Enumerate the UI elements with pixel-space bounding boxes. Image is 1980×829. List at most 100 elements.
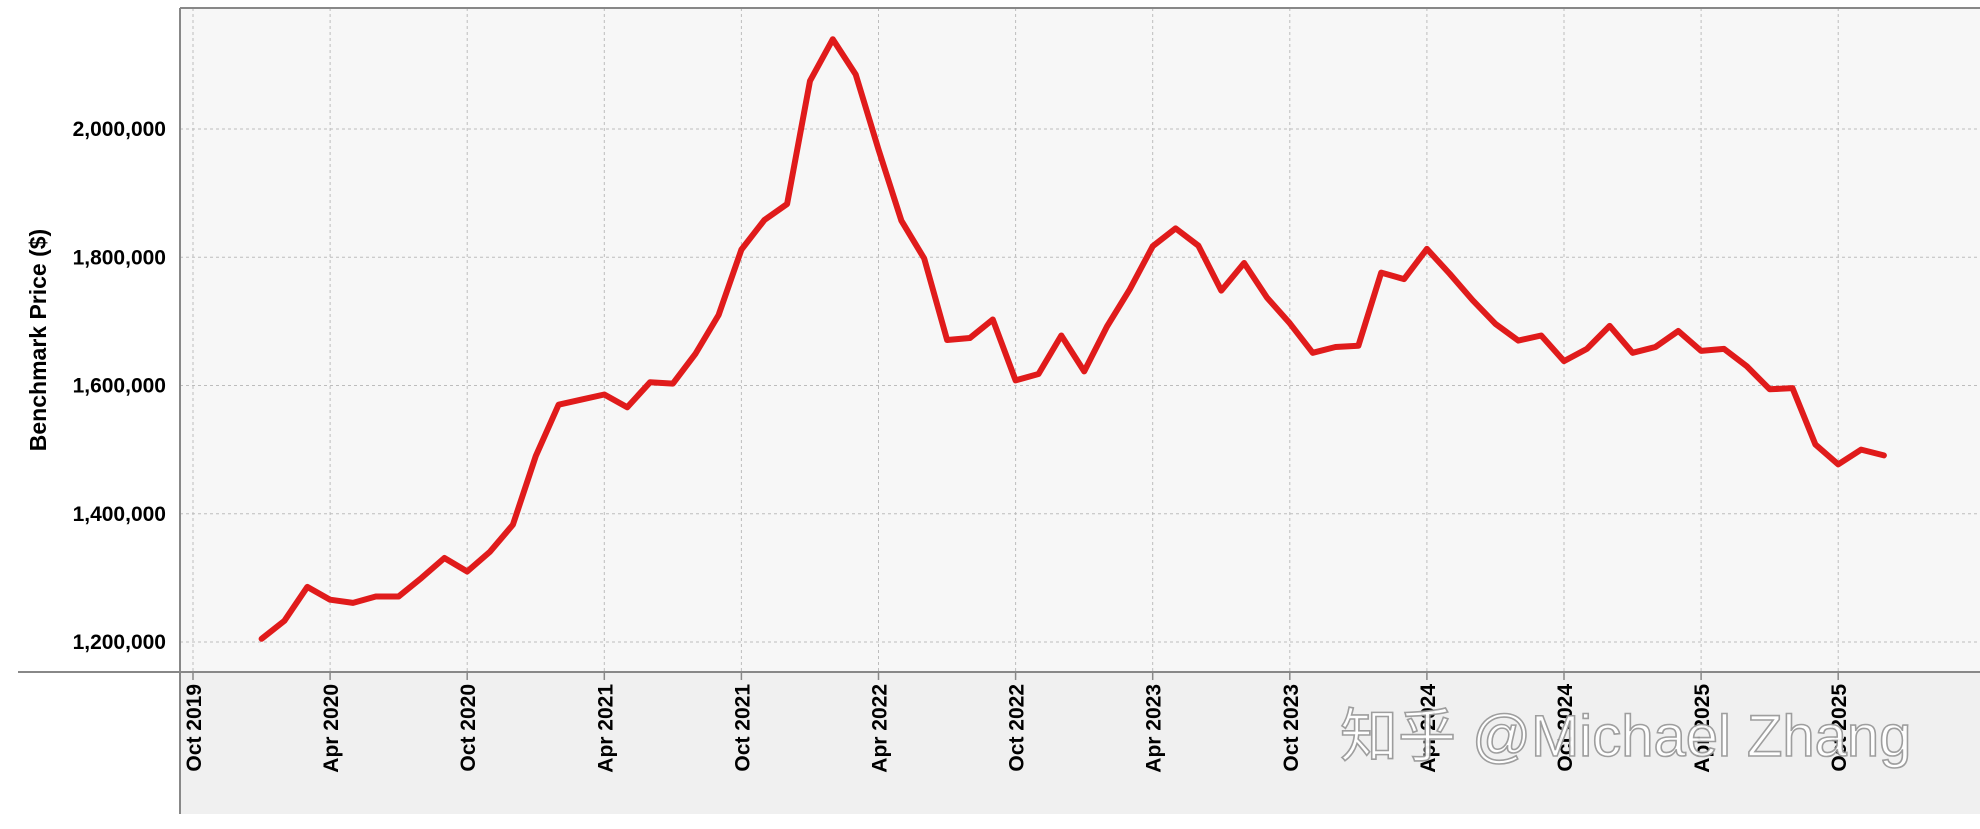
data-point (946, 339, 948, 341)
x-tick-label: Oct 2019 (183, 684, 206, 772)
x-tick-label: Oct 2022 (1006, 684, 1029, 772)
data-point (1472, 299, 1474, 301)
data-point (695, 352, 697, 354)
data-point (992, 319, 994, 320)
x-tick-label: Apr 2024 (1417, 684, 1440, 773)
data-point (1289, 322, 1291, 324)
data-point (1220, 290, 1222, 292)
data-point (1563, 360, 1565, 362)
data-point (1586, 348, 1588, 350)
x-tick-label: Oct 2023 (1280, 684, 1303, 772)
data-point (1312, 352, 1314, 354)
x-axis-band (180, 672, 1980, 814)
y-tick-label: 1,200,000 (73, 631, 166, 654)
data-point (603, 394, 605, 395)
x-tick-labels: Oct 2019 Apr 2020 Oct 2020 Apr 2021 Oct 2021… (183, 672, 1851, 773)
data-point (923, 258, 925, 259)
y-tick-label: 1,400,000 (73, 503, 166, 526)
data-point (1517, 340, 1519, 342)
data-point (1677, 330, 1679, 332)
data-point (740, 249, 742, 251)
data-point (1746, 365, 1748, 367)
data-point (375, 596, 377, 597)
data-point (832, 38, 834, 40)
data-point (1814, 444, 1816, 445)
data-point (1335, 346, 1336, 348)
data-point (649, 381, 651, 383)
series-group (258, 36, 1887, 642)
data-point (1769, 388, 1771, 390)
data-point (855, 74, 857, 75)
x-tick-label: Apr 2020 (320, 684, 343, 773)
data-point (398, 596, 400, 597)
x-tick-label: Oct 2025 (1828, 684, 1851, 772)
data-point (581, 399, 582, 401)
data-point (1152, 245, 1154, 247)
data-point (261, 638, 263, 640)
data-point (1357, 345, 1359, 347)
data-point (1883, 454, 1885, 456)
data-point (558, 404, 560, 406)
data-point (329, 599, 331, 601)
data-point (283, 620, 285, 622)
x-tick-label: Oct 2021 (731, 684, 754, 772)
x-tick-label: Apr 2021 (594, 684, 617, 773)
data-point (1837, 463, 1839, 465)
gridlines (180, 8, 1980, 672)
data-point (1632, 352, 1634, 354)
data-point (1403, 278, 1405, 280)
data-point (1792, 387, 1793, 389)
y-tick-label: 2,000,000 (73, 118, 166, 141)
x-tick-label: Apr 2022 (869, 684, 892, 773)
data-point (1175, 227, 1177, 229)
x-tick-label: Oct 2020 (457, 684, 480, 772)
data-point (878, 149, 879, 150)
data-point (1038, 373, 1039, 375)
x-tick-label: Oct 2024 (1554, 684, 1577, 772)
data-point (421, 577, 422, 579)
data-point (1083, 370, 1085, 372)
series-line (258, 36, 1887, 642)
x-tick-label: Apr 2023 (1143, 684, 1166, 773)
data-point (1106, 326, 1108, 327)
data-point (1860, 449, 1862, 451)
data-point (1380, 272, 1382, 274)
data-point (1015, 379, 1017, 381)
watermark: 知乎 @Michael Zhang (1340, 704, 1911, 769)
data-point (489, 551, 491, 553)
data-point (1426, 248, 1428, 250)
data-point (1540, 335, 1542, 336)
data-point (672, 383, 674, 385)
data-point (1266, 297, 1268, 299)
y-axis-label: Benchmark Price ($) (25, 229, 51, 451)
data-point (1723, 348, 1725, 350)
data-point (1197, 245, 1199, 247)
data-point (718, 314, 720, 316)
data-point (1129, 288, 1131, 290)
data-point (900, 220, 902, 222)
data-point (535, 455, 537, 457)
data-point (1700, 350, 1702, 352)
data-point (1609, 325, 1611, 327)
data-point (1060, 335, 1062, 336)
data-point (763, 219, 765, 221)
data-point (306, 586, 308, 588)
plot-area (180, 8, 1980, 672)
data-point (786, 203, 788, 205)
data-point (1654, 346, 1656, 348)
data-point (443, 557, 445, 559)
data-point (466, 571, 468, 572)
data-point (1495, 323, 1496, 325)
data-point (1449, 273, 1451, 275)
data-point (809, 80, 811, 82)
data-point (626, 406, 628, 408)
data-point (512, 524, 514, 526)
data-point (1243, 262, 1245, 264)
y-tick-labels: 1,200,000 1,400,000 1,600,000 1,800,000 2,00… (73, 118, 166, 654)
x-tick-label: Apr 2025 (1691, 684, 1714, 773)
y-tick-label: 1,600,000 (73, 375, 166, 398)
data-point (969, 337, 971, 339)
data-point (352, 602, 354, 604)
